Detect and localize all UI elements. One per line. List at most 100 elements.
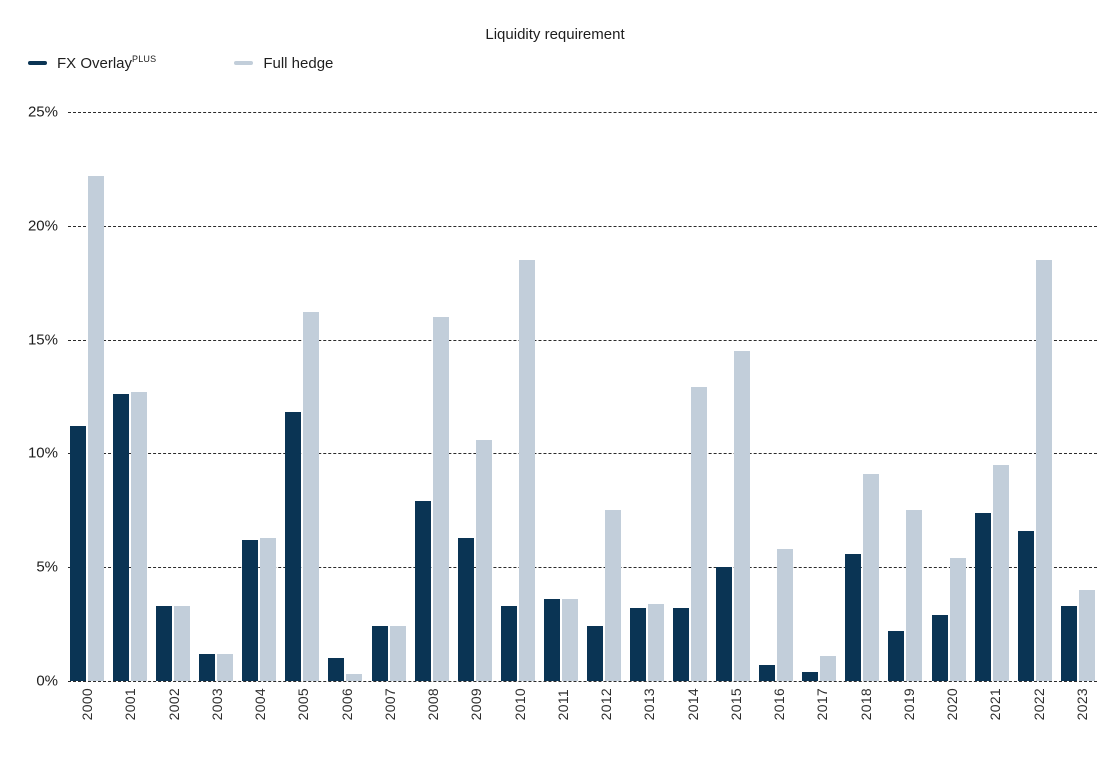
gridline-5% — [68, 567, 1097, 569]
bar-group-2002 — [156, 112, 191, 681]
bar-fx-overlay-plus-2009 — [457, 537, 474, 681]
x-tick-cell-2009: 2009 — [459, 688, 493, 720]
x-tick-label-2004: 2004 — [252, 688, 268, 721]
x-tick-label-2016: 2016 — [771, 688, 787, 721]
bar-full-hedge-2009 — [475, 439, 492, 681]
x-tick-cell-2018: 2018 — [849, 688, 883, 720]
y-tick-label-20%: 20% — [27, 217, 58, 235]
bar-fx-overlay-plus-2023 — [1060, 605, 1077, 681]
x-tick-label-2014: 2014 — [684, 688, 701, 721]
bar-group-2018 — [845, 112, 880, 681]
bar-group-2012 — [586, 112, 621, 681]
bar-full-hedge-2001 — [131, 391, 148, 681]
bar-full-hedge-2023 — [1078, 589, 1095, 681]
gridline-25% — [68, 112, 1097, 113]
x-axis-labels: 2000 2001 2002 2003 2004 2005 2006 2007 2008 2009… — [68, 688, 1101, 720]
bar-group-2005 — [285, 112, 320, 681]
bar-fx-overlay-plus-2005 — [285, 412, 302, 681]
bar-group-2019 — [888, 112, 923, 681]
bar-full-hedge-2007 — [389, 626, 406, 681]
bar-full-hedge-2015 — [734, 350, 751, 681]
x-tick-cell-2020: 2020 — [935, 688, 969, 720]
bar-fx-overlay-plus-2019 — [888, 630, 905, 681]
x-tick-label-2019: 2019 — [900, 688, 917, 721]
bars-row — [68, 112, 1097, 681]
bar-fx-overlay-plus-2003 — [199, 653, 216, 681]
x-tick-cell-2010: 2010 — [503, 688, 537, 720]
x-tick-cell-2006: 2006 — [330, 688, 364, 720]
x-tick-cell-2022: 2022 — [1022, 688, 1056, 720]
x-tick-cell-2023: 2023 — [1065, 688, 1099, 720]
bar-group-2022 — [1017, 112, 1052, 681]
bar-full-hedge-2003 — [217, 653, 234, 681]
x-tick-label-2002: 2002 — [165, 688, 182, 721]
x-tick-label-2022: 2022 — [1030, 688, 1047, 721]
legend: FX OverlayPLUS Full hedge — [28, 54, 333, 72]
y-tick-label-0%: 0% — [36, 672, 58, 690]
bar-group-2015 — [716, 112, 751, 681]
x-tick-cell-2008: 2008 — [416, 688, 450, 720]
chart-title: Liquidity requirement — [485, 26, 625, 43]
x-tick-cell-2019: 2019 — [892, 688, 926, 720]
bar-full-hedge-2016 — [777, 549, 794, 681]
y-tick-label-15%: 15% — [27, 331, 58, 349]
bar-full-hedge-2019 — [906, 510, 923, 681]
bar-full-hedge-2014 — [691, 387, 708, 681]
legend-marker-fx-overlay-icon — [28, 61, 47, 65]
y-axis-labels: 25% 20% 15% 10% 5% 0% — [0, 104, 58, 690]
bar-full-hedge-2004 — [260, 537, 277, 681]
bar-full-hedge-2012 — [604, 510, 621, 681]
gridline-10% — [68, 453, 1097, 455]
bar-fx-overlay-plus-2010 — [500, 605, 517, 681]
x-tick-cell-2007: 2007 — [373, 688, 407, 720]
x-tick-cell-2016: 2016 — [762, 688, 796, 720]
bar-group-2004 — [242, 112, 277, 681]
legend-superscript-plus: PLUS — [132, 54, 157, 64]
bar-fx-overlay-plus-2021 — [974, 512, 991, 681]
bar-group-2008 — [414, 112, 449, 681]
bar-group-2009 — [457, 112, 492, 681]
x-tick-label-2023: 2023 — [1073, 688, 1090, 721]
bar-full-hedge-2013 — [648, 603, 665, 681]
x-tick-label-2011: 2011 — [554, 689, 571, 721]
bar-group-2003 — [199, 112, 234, 681]
x-tick-label-2005: 2005 — [295, 688, 312, 721]
x-tick-cell-2005: 2005 — [286, 688, 320, 720]
bar-full-hedge-2002 — [174, 605, 191, 681]
x-tick-label-2017: 2017 — [814, 688, 831, 721]
bar-group-2023 — [1060, 112, 1095, 681]
x-tick-label-2001: 2001 — [122, 688, 139, 721]
x-tick-cell-2015: 2015 — [719, 688, 753, 720]
x-tick-label-2013: 2013 — [641, 688, 658, 721]
bar-group-2020 — [931, 112, 966, 681]
bar-full-hedge-2018 — [863, 473, 880, 681]
x-tick-cell-2021: 2021 — [978, 688, 1012, 720]
bar-full-hedge-2005 — [303, 312, 320, 681]
bar-group-2007 — [371, 112, 406, 681]
bar-fx-overlay-plus-2007 — [371, 626, 388, 681]
bar-fx-overlay-plus-2014 — [673, 608, 690, 681]
x-tick-label-2003: 2003 — [208, 688, 225, 721]
bar-group-2014 — [673, 112, 708, 681]
bar-fx-overlay-plus-2001 — [113, 394, 130, 681]
bar-group-2010 — [500, 112, 535, 681]
bar-fx-overlay-plus-2018 — [845, 553, 862, 681]
x-tick-label-2000: 2000 — [79, 688, 95, 721]
bar-fx-overlay-plus-2012 — [586, 626, 603, 681]
gridline-20% — [68, 225, 1097, 227]
x-tick-cell-2011: 2011 — [546, 688, 580, 720]
x-tick-label-2018: 2018 — [857, 688, 874, 721]
x-tick-label-2021: 2021 — [987, 688, 1004, 721]
bar-fx-overlay-plus-2020 — [931, 615, 948, 681]
x-tick-label-2020: 2020 — [944, 688, 960, 721]
x-tick-label-2015: 2015 — [727, 688, 744, 721]
bar-group-2001 — [113, 112, 148, 681]
plot-area — [68, 112, 1097, 682]
x-tick-cell-2002: 2002 — [157, 688, 191, 720]
x-tick-cell-2014: 2014 — [676, 688, 710, 720]
bar-group-2011 — [543, 112, 578, 681]
bar-full-hedge-2010 — [518, 259, 535, 681]
x-tick-cell-2001: 2001 — [113, 688, 147, 720]
x-tick-cell-2017: 2017 — [805, 688, 839, 720]
bar-fx-overlay-plus-2002 — [156, 605, 173, 681]
